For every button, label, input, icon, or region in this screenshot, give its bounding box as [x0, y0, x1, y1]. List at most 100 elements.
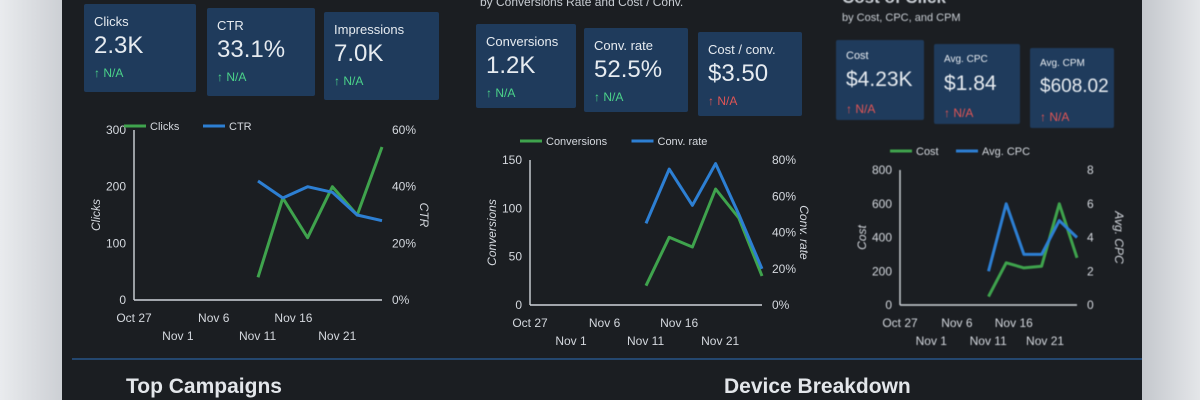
- kpi-value: 2.3K: [94, 32, 144, 59]
- x-tick-label: Oct 27: [882, 316, 918, 330]
- kpi-change: ↑ N/A: [846, 102, 876, 116]
- y-right-tick-label: 6: [1087, 197, 1094, 211]
- legend-label: CTR: [229, 121, 252, 133]
- legend-label: Cost: [916, 146, 939, 158]
- x-tick-label: Nov 16: [274, 311, 312, 325]
- y-right-tick-label: 0%: [392, 293, 410, 307]
- y-left-axis-label: Clicks: [89, 199, 103, 231]
- kpi-card-clicks[interactable]: Clicks 2.3K ↑ N/A: [84, 4, 196, 92]
- x-tick-label: Nov 11: [627, 334, 664, 348]
- x-tick-label: Nov 11: [970, 334, 1007, 348]
- y-right-tick-label: 60%: [772, 189, 796, 203]
- legend-label: Conv. rate: [658, 136, 708, 148]
- legend-label: Avg. CPC: [982, 146, 1030, 158]
- kpi-card-ctr[interactable]: CTR 33.1% ↑ N/A: [207, 8, 315, 96]
- conversions-chart: 0 50 100 150 0% 20% 40% 60% 80% Conversions Conv. …: [485, 136, 811, 348]
- kpi-card-avg-cpc[interactable]: Avg. CPC $1.84 ↑ N/A: [934, 44, 1020, 124]
- x-tick-label: Nov 16: [660, 316, 698, 330]
- kpi-value: 33.1%: [217, 36, 286, 63]
- y-left-tick-label: 800: [872, 163, 892, 177]
- x-tick-label: Nov 1: [916, 334, 948, 348]
- kpi-value: $3.50: [708, 60, 769, 87]
- x-tick-label: Nov 6: [589, 316, 621, 330]
- monitor-bezel-left: [0, 0, 70, 400]
- kpi-value: $1.84: [944, 72, 997, 95]
- y-right-tick-label: 80%: [772, 153, 796, 167]
- x-tick-label: Nov 11: [239, 329, 276, 343]
- x-tick-label: Nov 1: [555, 334, 587, 348]
- kpi-card-conv-rate[interactable]: Conv. rate 52.5% ↑ N/A: [584, 28, 688, 112]
- section-title: Cost of Click: [842, 0, 946, 8]
- kpi-card-conversions[interactable]: Conversions 1.2K ↑ N/A: [476, 24, 576, 108]
- series-line-conv-rate: [644, 162, 764, 270]
- y-left-tick-label: 200: [106, 180, 126, 194]
- y-left-tick-label: 600: [872, 197, 892, 211]
- y-right-tick-label: 20%: [392, 236, 416, 250]
- clicks-section: Clicks 2.3K ↑ N/A CTR 33.1% ↑ N/A Impres…: [62, 0, 452, 360]
- y-right-tick-label: 0%: [772, 298, 790, 312]
- cost-section: Cost of Click by Cost, CPC, and CPM Cost…: [822, 0, 1142, 360]
- kpi-label: Clicks: [94, 14, 129, 29]
- kpi-value: $4.23K: [846, 68, 913, 91]
- y-right-tick-label: 8: [1087, 163, 1094, 177]
- y-left-axis-label: Conversions: [485, 199, 499, 266]
- y-right-tick-label: 20%: [772, 262, 796, 276]
- conversions-section: by Conversions Rate and Cost / Conv. Con…: [462, 0, 822, 360]
- y-left-tick-label: 50: [509, 250, 523, 264]
- kpi-card-impressions[interactable]: Impressions 7.0K ↑ N/A: [324, 12, 439, 100]
- y-left-tick-label: 150: [502, 153, 522, 167]
- legend-label: Clicks: [150, 121, 180, 133]
- kpi-value: 52.5%: [594, 56, 663, 83]
- y-left-tick-label: 200: [872, 264, 892, 278]
- kpi-card-cost-per-conv[interactable]: Cost / conv. $3.50 ↑ N/A: [698, 32, 802, 116]
- device-breakdown-title: Device Breakdown: [724, 375, 911, 398]
- y-right-tick-label: 60%: [392, 123, 416, 137]
- kpi-label: Cost: [846, 50, 869, 62]
- y-left-axis-label: Cost: [855, 225, 869, 250]
- kpi-label: Avg. CPC: [944, 54, 988, 65]
- series-line-conversions: [644, 187, 764, 287]
- section-subtitle: by Conversions Rate and Cost / Conv.: [480, 0, 684, 9]
- series-line-avg-cpc: [987, 202, 1079, 272]
- x-tick-label: Nov 21: [701, 334, 739, 348]
- x-tick-label: Nov 6: [198, 311, 230, 325]
- kpi-change: ↑ N/A: [334, 74, 364, 88]
- y-left-tick-label: 0: [119, 293, 126, 307]
- series-line-ctr: [257, 179, 383, 223]
- x-tick-label: Nov 21: [318, 329, 356, 343]
- x-tick-label: Nov 1: [162, 329, 194, 343]
- y-right-tick-label: 40%: [772, 226, 796, 240]
- x-tick-label: Oct 27: [512, 316, 548, 330]
- y-right-tick-label: 4: [1087, 231, 1094, 245]
- series-line-clicks: [256, 146, 384, 278]
- section-divider: [72, 358, 1142, 360]
- y-left-tick-label: 100: [106, 236, 126, 250]
- y-right-axis-label: CTR: [417, 203, 431, 228]
- kpi-change: ↑ N/A: [217, 70, 247, 84]
- kpi-change: ↑ N/A: [944, 106, 974, 120]
- kpi-change: ↑ N/A: [708, 94, 738, 108]
- series-line-cost: [987, 202, 1079, 298]
- kpi-label: Conversions: [486, 34, 559, 49]
- x-tick-label: Nov 6: [941, 316, 973, 330]
- kpi-value: 1.2K: [486, 52, 536, 79]
- kpi-label: Impressions: [334, 22, 405, 37]
- y-left-tick-label: 300: [106, 123, 126, 137]
- kpi-label: CTR: [217, 18, 244, 33]
- x-tick-label: Nov 21: [1026, 334, 1064, 348]
- kpi-change: ↑ N/A: [594, 90, 624, 104]
- y-right-tick-label: 0: [1087, 298, 1094, 312]
- y-right-axis-label: Conv. rate: [797, 205, 811, 260]
- kpi-card-avg-cpm[interactable]: Avg. CPM $608.02 ↑ N/A: [1030, 48, 1114, 128]
- kpi-label: Cost / conv.: [708, 42, 776, 57]
- cost-cpc-chart: 0 200 400 600 800 0 2 4 6 8 Cost Avg. CPC Oct 27 Nov …: [855, 146, 1126, 348]
- kpi-label: Avg. CPM: [1040, 58, 1085, 69]
- legend-label: Conversions: [546, 136, 608, 148]
- y-left-tick-label: 0: [515, 298, 522, 312]
- x-tick-label: Oct 27: [116, 311, 152, 325]
- y-left-tick-label: 0: [885, 298, 892, 312]
- kpi-card-cost[interactable]: Cost $4.23K ↑ N/A: [836, 40, 924, 120]
- dashboard-screen: Clicks 2.3K ↑ N/A CTR 33.1% ↑ N/A Impres…: [62, 0, 1142, 400]
- kpi-value: 7.0K: [334, 40, 384, 67]
- kpi-change: ↑ N/A: [486, 86, 516, 100]
